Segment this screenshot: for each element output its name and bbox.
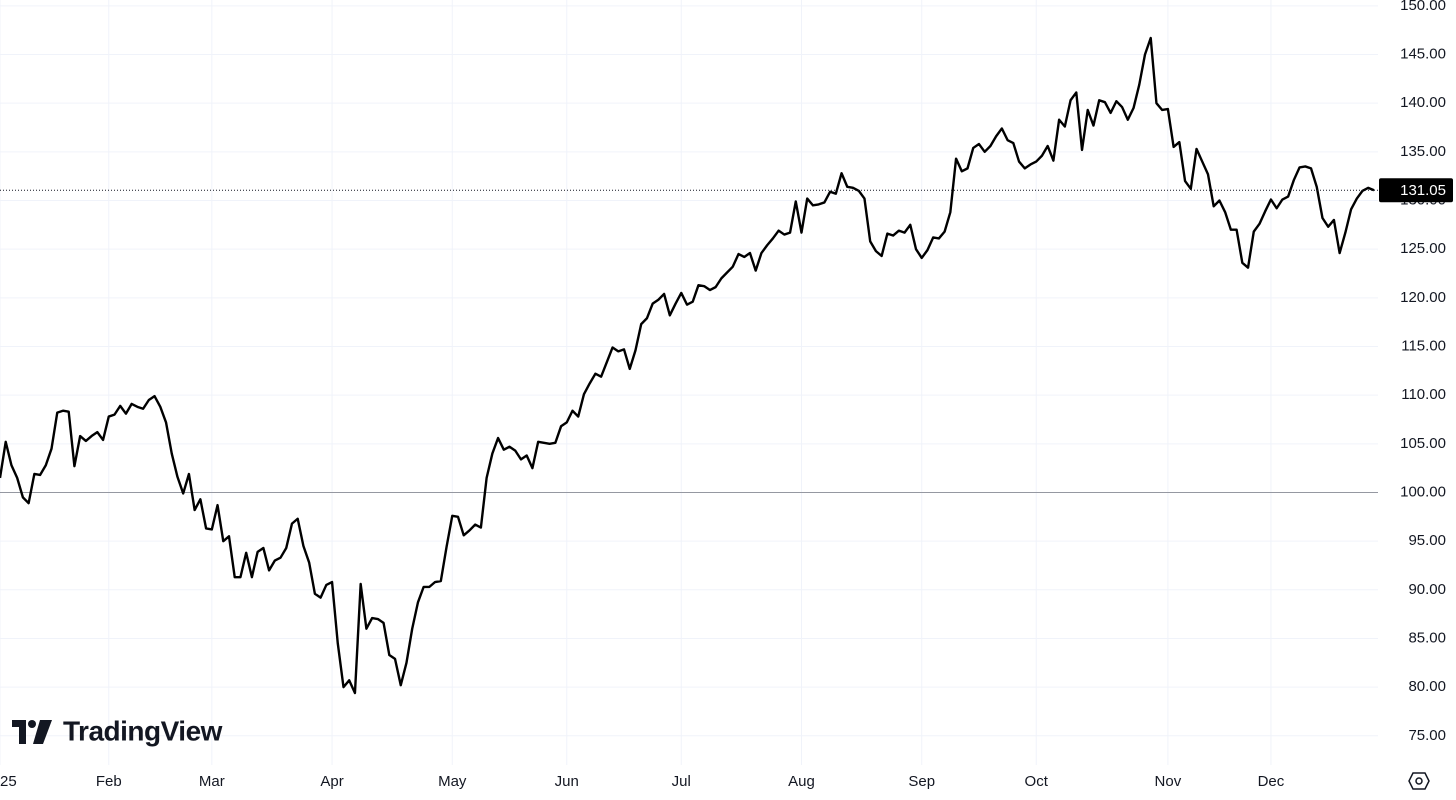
logo — [12, 720, 52, 744]
logo-icon — [28, 720, 36, 728]
y-tick-label: 135.00 — [1400, 143, 1446, 160]
x-tick-label: Dec — [1258, 773, 1285, 790]
y-tick-label: 120.00 — [1400, 289, 1446, 306]
price-line — [0, 36, 1375, 695]
y-tick-label: 80.00 — [1408, 678, 1446, 695]
y-tick-label: 90.00 — [1408, 581, 1446, 598]
x-tick-label: Mar — [199, 773, 225, 790]
last-price-label: 131.05 — [1400, 182, 1446, 199]
settings-shape[interactable] — [1415, 777, 1423, 785]
y-tick-label: 150.00 — [1400, 0, 1446, 14]
settings-icon[interactable] — [1408, 772, 1430, 790]
logo-icon — [12, 720, 26, 744]
y-tick-label: 100.00 — [1400, 483, 1446, 500]
x-tick-label: Sep — [908, 773, 935, 790]
x-tick-label: Feb — [96, 773, 122, 790]
x-tick-label: Jun — [555, 773, 579, 790]
x-tick-label: May — [438, 773, 467, 790]
y-tick-label: 115.00 — [1401, 337, 1446, 354]
plot — [0, 36, 1378, 695]
x-tick-label: Aug — [788, 773, 815, 790]
x-tick-label: Nov — [1155, 773, 1182, 790]
y-tick-label: 125.00 — [1400, 240, 1446, 257]
y-tick-label: 110.00 — [1401, 386, 1446, 403]
y-tick-label: 95.00 — [1408, 532, 1446, 549]
y-tick-label: 105.00 — [1400, 435, 1446, 452]
y-tick-label: 140.00 — [1400, 94, 1446, 111]
watermark: TradingView — [63, 715, 223, 746]
x-tick-label: Oct — [1025, 773, 1049, 790]
settings-shape[interactable] — [1408, 772, 1430, 790]
x-tick-label: Jul — [672, 773, 691, 790]
last-price-box — [1379, 178, 1453, 203]
logo-icon — [33, 720, 52, 744]
x-tick-label: Apr — [320, 773, 343, 790]
y-tick-label: 85.00 — [1408, 629, 1446, 646]
grid — [0, 0, 1378, 765]
x-tick-label: 2025 — [0, 773, 17, 790]
y-tick-label: 145.00 — [1400, 45, 1446, 62]
y-tick-label: 75.00 — [1408, 727, 1446, 744]
